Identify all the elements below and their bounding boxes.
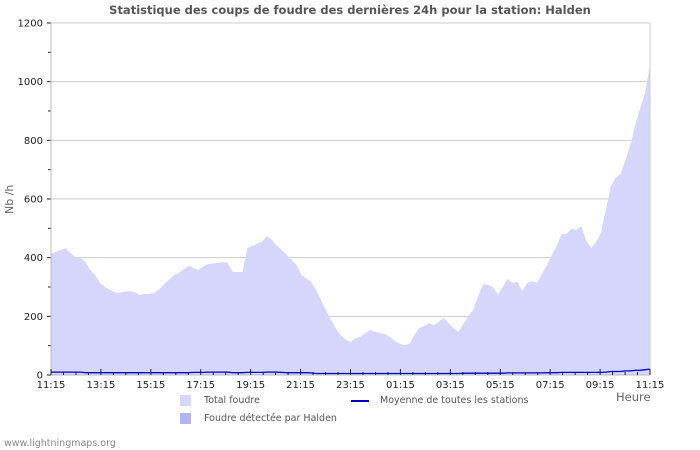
svg-text:1000: 1000 [18, 77, 43, 88]
svg-text:03:15: 03:15 [436, 380, 465, 391]
svg-text:400: 400 [24, 253, 43, 264]
legend-item-station: Foudre détectée par Halden [180, 413, 337, 424]
svg-text:200: 200 [24, 312, 43, 323]
svg-text:09:15: 09:15 [586, 380, 615, 391]
legend-item-average: Moyenne de toutes les stations [351, 395, 528, 406]
svg-text:11:15: 11:15 [37, 380, 66, 391]
legend-swatch-station [180, 413, 191, 424]
legend-swatch-average [351, 399, 369, 402]
legend-item-total: Total foudre [180, 395, 260, 406]
svg-text:0: 0 [37, 371, 43, 382]
footer-credit: www.lightningmaps.org [4, 438, 116, 449]
legend-label-total: Total foudre [204, 395, 260, 406]
chart-title: Statistique des coups de foudre des dern… [109, 3, 591, 17]
legend-label-station: Foudre détectée par Halden [204, 413, 337, 424]
svg-text:11:15: 11:15 [636, 380, 665, 391]
svg-text:01:15: 01:15 [386, 380, 415, 391]
svg-text:05:15: 05:15 [486, 380, 515, 391]
svg-text:800: 800 [24, 136, 43, 147]
svg-text:21:15: 21:15 [286, 380, 315, 391]
svg-text:23:15: 23:15 [336, 380, 365, 391]
svg-text:07:15: 07:15 [536, 380, 565, 391]
svg-text:17:15: 17:15 [186, 380, 215, 391]
svg-text:19:15: 19:15 [236, 380, 265, 391]
legend-label-average: Moyenne de toutes les stations [380, 395, 529, 406]
svg-text:13:15: 13:15 [87, 380, 116, 391]
legend-swatch-total [180, 395, 191, 406]
x-axis-label: Heure [616, 390, 651, 404]
svg-text:600: 600 [24, 195, 43, 206]
svg-text:15:15: 15:15 [136, 380, 165, 391]
svg-text:1200: 1200 [18, 19, 43, 30]
